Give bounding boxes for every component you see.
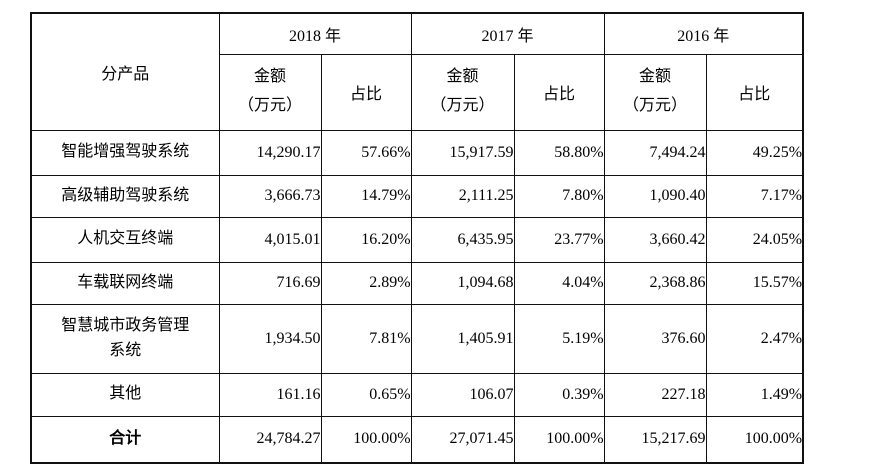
total-ratio-cell-2018: 100.00% xyxy=(320,415,412,464)
ratio-cell-2018: 16.20% xyxy=(320,216,412,263)
year-header-row: 分产品 2018 年 2017 年 2016 年 xyxy=(30,12,804,131)
amount-cell-2017: 106.07 xyxy=(410,372,515,417)
ratio-cell-2018: 0.65% xyxy=(320,372,412,417)
ratio-header-2017: 占比 xyxy=(513,53,605,131)
amount-cell-2017: 1,405.91 xyxy=(410,303,515,374)
amount-header-label: 金额 xyxy=(446,68,479,86)
amount-header-unit: （万元） xyxy=(237,97,302,114)
table-row: 高级辅助驾驶系统 3,666.73 14.79% 2,111.25 7.80% … xyxy=(30,174,804,218)
amount-header-label: 金额 xyxy=(639,68,672,86)
product-revenue-table: 分产品 2018 年 2017 年 2016 年 金额 （万元） 占比 金额 （… xyxy=(30,12,805,464)
ratio-cell-2016: 7.17% xyxy=(705,174,804,218)
amount-cell-2018: 161.16 xyxy=(218,372,322,417)
amount-cell-2017: 1,094.68 xyxy=(410,261,515,305)
ratio-cell-2018: 57.66% xyxy=(320,129,412,176)
subheader-row: 金额 （万元） 占比 金额 （万元） 占比 金额 （万元） 占比 xyxy=(31,53,804,131)
amount-header-2018: 金额 （万元） xyxy=(218,53,322,131)
year-header-2018: 2018 年 xyxy=(218,12,412,55)
ratio-cell-2016: 15.57% xyxy=(705,261,804,305)
ratio-cell-2017: 7.80% xyxy=(513,174,605,218)
ratio-cell-2018: 2.89% xyxy=(320,261,412,305)
table-row: 车载联网终端 716.69 2.89% 1,094.68 4.04% 2,368… xyxy=(30,261,804,305)
total-amount-cell-2018: 24,784.27 xyxy=(218,415,322,464)
amount-cell-2018: 3,666.73 xyxy=(218,174,322,218)
total-ratio-cell-2016: 100.00% xyxy=(705,415,804,464)
amount-header-2016: 金额 （万元） xyxy=(603,53,707,131)
total-label-cell: 合计 xyxy=(30,415,220,464)
amount-cell-2017: 15,917.59 xyxy=(410,129,515,176)
product-cell: 高级辅助驾驶系统 xyxy=(30,174,220,218)
table-row: 智能增强驾驶系统 14,290.17 57.66% 15,917.59 58.8… xyxy=(30,129,804,176)
amount-cell-2018: 14,290.17 xyxy=(218,129,322,176)
amount-cell-2018: 716.69 xyxy=(218,261,322,305)
product-cell: 智能增强驾驶系统 xyxy=(30,129,220,176)
ratio-cell-2017: 4.04% xyxy=(513,261,605,305)
amount-header-2017: 金额 （万元） xyxy=(410,53,515,131)
amount-cell-2017: 6,435.95 xyxy=(410,216,515,263)
total-amount-cell-2016: 15,217.69 xyxy=(603,415,707,464)
ratio-cell-2017: 0.39% xyxy=(513,372,605,417)
product-cell: 车载联网终端 xyxy=(30,261,220,305)
amount-header-label: 金额 xyxy=(253,68,286,86)
amount-cell-2018: 4,015.01 xyxy=(218,216,322,263)
amount-cell-2016: 376.60 xyxy=(603,303,707,374)
total-amount-cell-2017: 27,071.45 xyxy=(410,415,515,464)
ratio-cell-2016: 1.49% xyxy=(705,372,804,417)
product-cell: 其他 xyxy=(30,372,220,417)
total-ratio-cell-2017: 100.00% xyxy=(513,415,605,464)
amount-cell-2016: 7,494.24 xyxy=(603,129,707,176)
ratio-header-2018: 占比 xyxy=(320,53,412,131)
product-cell: 人机交互终端 xyxy=(30,216,220,263)
table-row: 智慧城市政务管理 系统 1,934.50 7.81% 1,405.91 5.19… xyxy=(30,303,804,374)
ratio-cell-2017: 23.77% xyxy=(513,216,605,263)
amount-cell-2017: 2,111.25 xyxy=(410,174,515,218)
product-cell: 智慧城市政务管理 系统 xyxy=(30,303,220,374)
ratio-cell-2018: 7.81% xyxy=(320,303,412,374)
ratio-cell-2017: 5.19% xyxy=(513,303,605,374)
amount-cell-2016: 227.18 xyxy=(603,372,707,417)
year-header-2016: 2016 年 xyxy=(603,12,804,55)
table-row: 其他 161.16 0.65% 106.07 0.39% 227.18 1.49… xyxy=(30,372,804,417)
amount-header-unit: （万元） xyxy=(430,97,495,114)
amount-header-unit: （万元） xyxy=(623,97,688,114)
product-column-header: 分产品 xyxy=(30,12,220,131)
year-header-2017: 2017 年 xyxy=(410,12,605,55)
amount-cell-2016: 2,368.86 xyxy=(603,261,707,305)
total-row: 合计 24,784.27 100.00% 27,071.45 100.00% 1… xyxy=(30,415,804,464)
amount-cell-2018: 1,934.50 xyxy=(218,303,322,374)
ratio-cell-2017: 58.80% xyxy=(513,129,605,176)
ratio-cell-2016: 2.47% xyxy=(705,303,804,374)
table-row: 人机交互终端 4,015.01 16.20% 6,435.95 23.77% 3… xyxy=(30,216,804,263)
ratio-cell-2018: 14.79% xyxy=(320,174,412,218)
amount-cell-2016: 3,660.42 xyxy=(603,216,707,263)
ratio-header-2016: 占比 xyxy=(705,53,804,131)
ratio-cell-2016: 49.25% xyxy=(705,129,804,176)
ratio-cell-2016: 24.05% xyxy=(705,216,804,263)
amount-cell-2016: 1,090.40 xyxy=(603,174,707,218)
